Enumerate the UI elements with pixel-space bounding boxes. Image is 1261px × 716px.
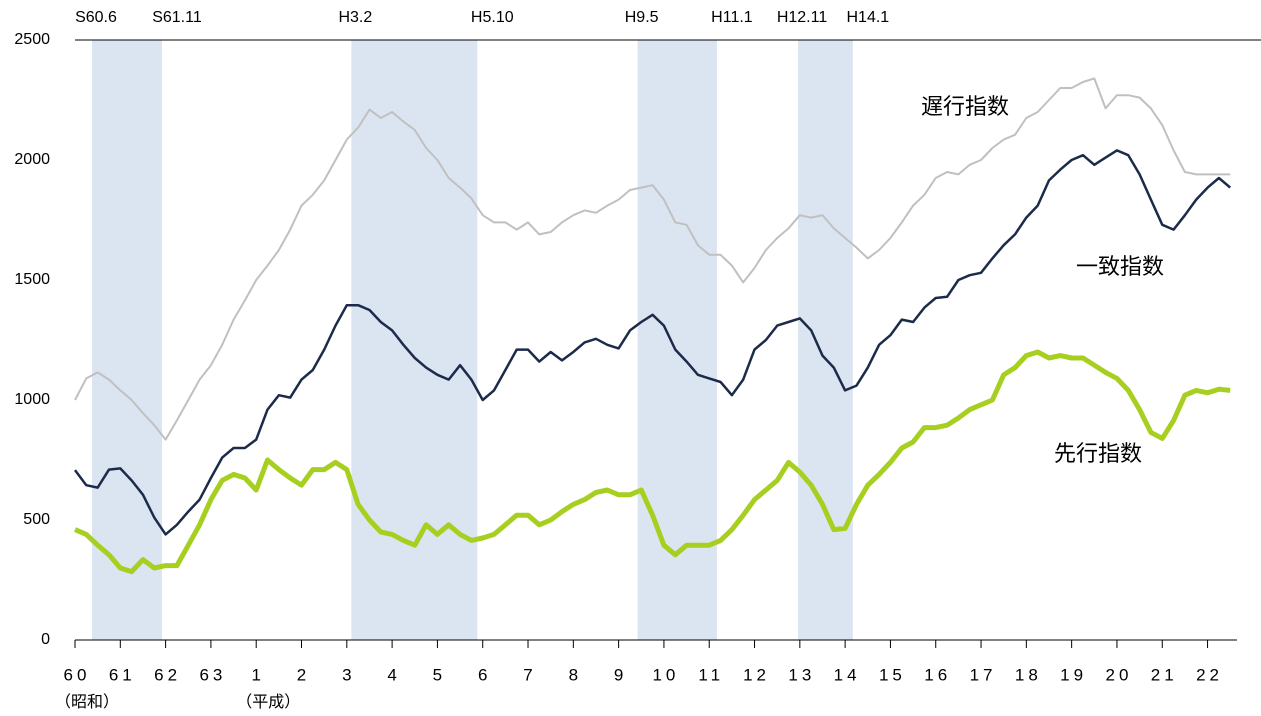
x-tick-label: 10	[652, 665, 679, 684]
x-tick-label: 62	[154, 665, 181, 684]
x-tick-label: 12	[743, 665, 770, 684]
x-tick-label: 9	[614, 665, 627, 684]
x-tick-label: 13	[788, 665, 815, 684]
x-tick-label: 16	[924, 665, 951, 684]
y-tick-label: 2500	[14, 31, 50, 48]
x-tick-label: 61	[109, 665, 136, 684]
x-tick-label: 18	[1015, 665, 1042, 684]
y-tick-label: 2000	[14, 151, 50, 168]
band-start-label: H12.11	[777, 9, 828, 26]
era-label: （平成）	[236, 693, 300, 711]
era-label: （昭和）	[55, 693, 119, 711]
band-start-label: H3.2	[338, 9, 372, 26]
recession-band	[91, 40, 162, 640]
series-label: 遅行指数	[921, 94, 1009, 119]
x-tick-label: 14	[834, 665, 861, 684]
x-tick-label: 15	[879, 665, 906, 684]
x-tick-label: 1	[251, 665, 264, 684]
y-tick-label: 0	[41, 631, 50, 648]
x-tick-label: 22	[1196, 665, 1223, 684]
recession-band	[351, 40, 478, 640]
series-label: 一致指数	[1076, 254, 1164, 279]
band-start-label: S60.6	[75, 9, 117, 26]
x-tick-label: 19	[1060, 665, 1087, 684]
x-tick-label: 63	[199, 665, 226, 684]
x-tick-label: 3	[342, 665, 355, 684]
series-line	[74, 77, 1231, 441]
x-tick-label: 17	[970, 665, 997, 684]
y-tick-label: 500	[23, 511, 50, 528]
x-tick-label: 6	[478, 665, 491, 684]
x-tick-label: 21	[1151, 665, 1178, 684]
band-start-label: H9.5	[625, 9, 659, 26]
band-end-label: H14.1	[846, 9, 889, 26]
x-tick-label: 60	[64, 665, 91, 684]
x-tick-label: 5	[433, 665, 446, 684]
band-end-label: H11.1	[711, 9, 753, 26]
y-tick-label: 1000	[14, 391, 50, 408]
band-end-label: H5.10	[471, 9, 514, 26]
recession-band	[637, 40, 717, 640]
x-tick-label: 2	[297, 665, 310, 684]
series-line	[73, 149, 1232, 536]
series-line	[74, 349, 1231, 575]
x-tick-label: 11	[698, 665, 724, 684]
x-tick-label: 20	[1105, 665, 1132, 684]
x-tick-label: 8	[569, 665, 582, 684]
recession-band	[798, 40, 853, 640]
x-tick-label: 4	[387, 665, 400, 684]
x-tick-label: 7	[523, 665, 536, 684]
series-label: 先行指数	[1054, 441, 1142, 466]
band-end-label: S61.11	[152, 9, 202, 26]
y-tick-label: 1500	[14, 271, 50, 288]
